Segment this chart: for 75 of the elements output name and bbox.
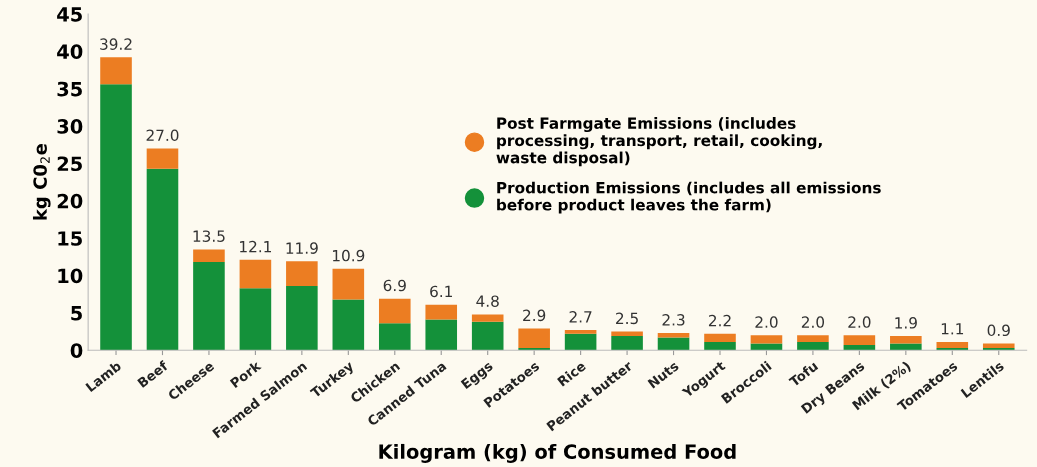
bar [193,249,225,263]
y-tick-label: 20 [57,193,83,209]
bar [146,168,179,351]
bar [425,319,458,351]
y-tick-label: 15 [58,231,82,246]
x-tick-label: Rice [556,360,587,387]
total-label: 6.9 [383,279,406,292]
bar [518,348,550,351]
bar [797,342,829,351]
bar [611,331,643,337]
y-tick-label: 40 [57,44,83,60]
x-axis-title: Kilogram (kg) of Consumed Food [379,443,736,463]
bar [100,57,132,85]
bar [750,335,783,344]
total-label: 1.1 [941,323,964,335]
bar [286,261,318,286]
bar [518,328,550,349]
total-label: 10.9 [332,249,365,262]
bar [378,323,411,351]
bar [100,84,132,351]
bar [982,343,1015,349]
total-label: 2.0 [755,316,778,328]
bar [936,348,969,351]
bar [704,333,736,343]
bar [332,299,365,351]
total-label: 39.2 [100,38,132,50]
total-label: 2.0 [848,316,871,328]
total-label: 2.2 [708,314,731,327]
total-label: 2.3 [662,314,685,326]
bar [982,348,1015,351]
bar [471,321,504,351]
bar [286,285,318,351]
total-label: 27.0 [146,129,179,142]
bar [332,268,365,300]
bar [146,148,179,169]
total-label: 2.9 [523,309,546,322]
y-tick-label: 35 [57,81,82,97]
bar [193,262,225,351]
total-label: 1.9 [895,317,917,329]
bar [797,335,829,343]
bar [890,343,922,351]
total-label: 11.9 [286,242,318,254]
bar [843,335,876,346]
total-label: 12.1 [240,240,271,253]
total-label: 2.5 [616,312,638,325]
y-tick-label: 45 [57,7,82,22]
total-label: 2.7 [569,311,592,323]
bar [890,336,922,344]
y-tick-label: 25 [57,156,82,172]
legend-label: Production Emissions (includes all emissions before product leaves the farm) [497,181,881,214]
legend-label: Post Farmgate Emissions (includes processing, transport, retail, cooking, waste disposal) [496,117,822,167]
bar [564,330,597,334]
total-label: 4.8 [476,295,499,307]
bar [843,345,876,351]
bar [704,342,736,351]
total-label: 6.1 [430,285,452,298]
bar [471,314,504,322]
bar [611,336,643,351]
total-label: 0.9 [987,324,1010,337]
bar [936,342,969,349]
bar [564,333,597,351]
bar [378,298,411,324]
bar [239,288,272,351]
bar [657,333,690,338]
y-tick-label: 5 [71,306,82,321]
x-tick-label: Tofu [788,360,819,388]
y-tick-label: 10 [58,268,83,284]
bar [239,259,272,289]
y-axis-title: kg C0$_{2}$e [32,144,51,220]
bar [657,337,690,351]
y-tick-label: 0 [70,343,83,358]
total-label: 2.0 [801,316,825,328]
y-tick-label: 30 [57,119,83,134]
total-label: 13.5 [193,230,225,242]
bar [425,304,458,320]
